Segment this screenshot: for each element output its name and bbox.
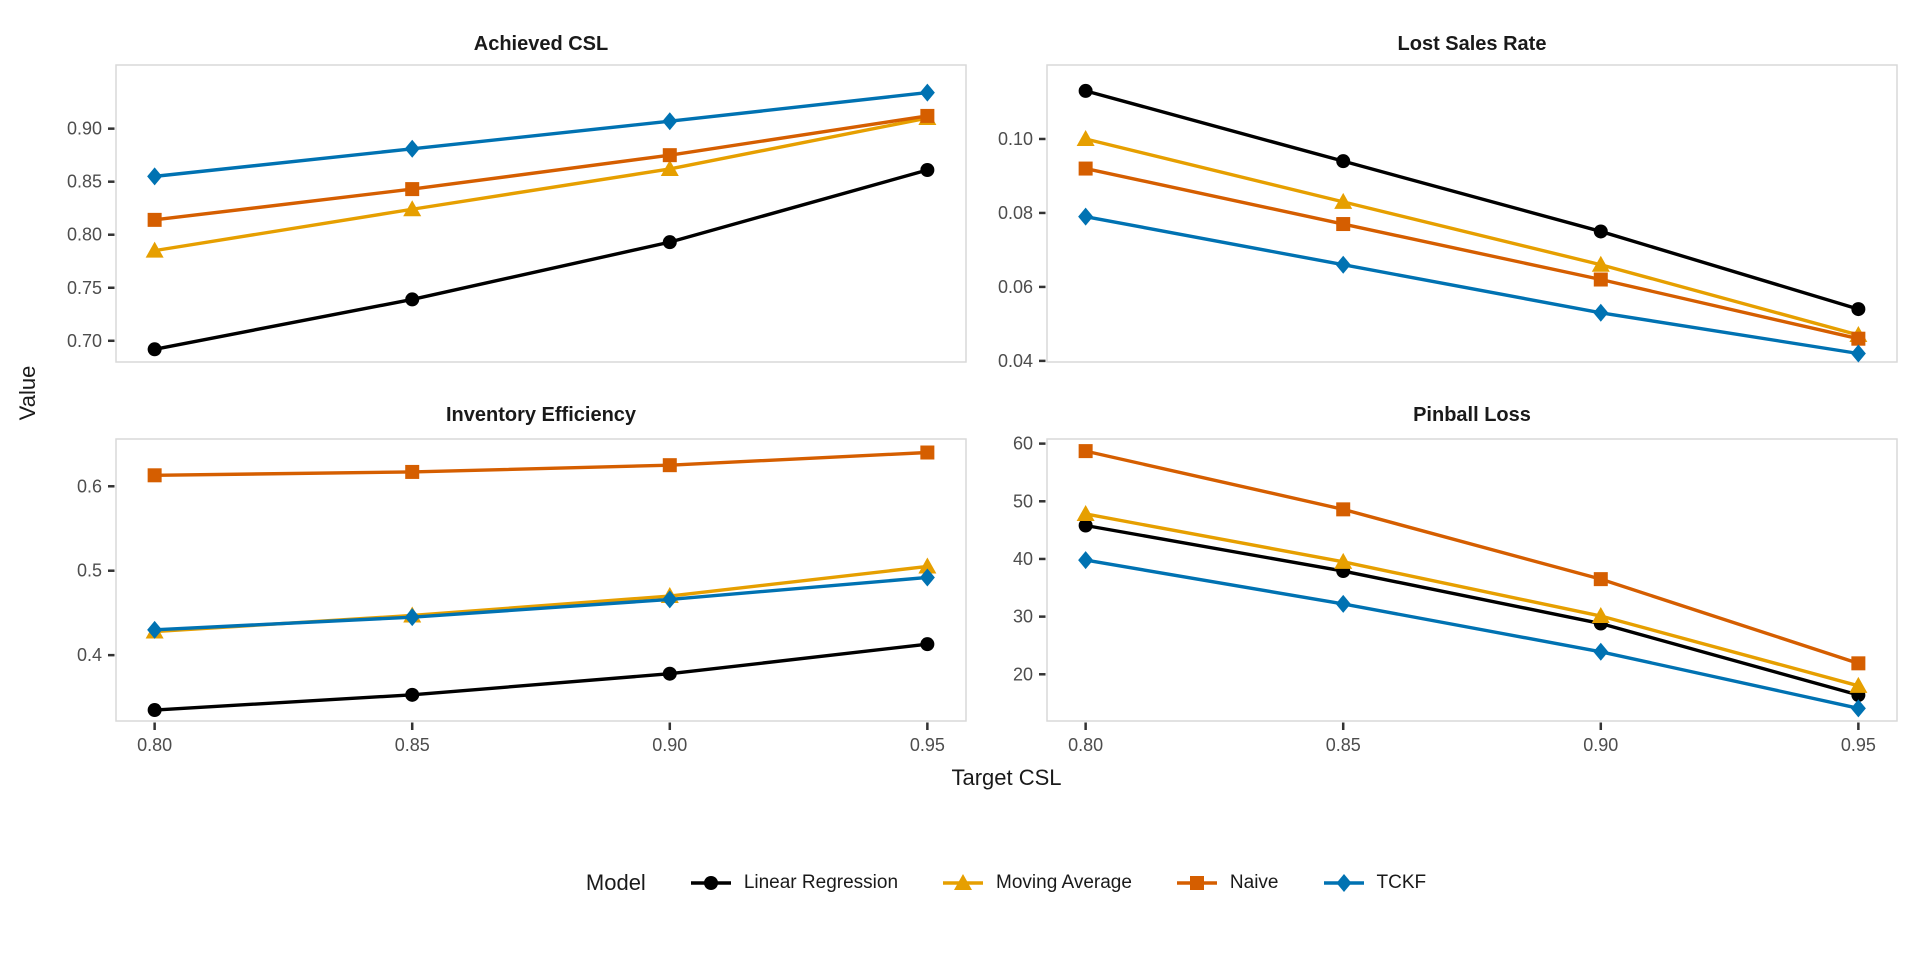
svg-text:0.4: 0.4 <box>77 645 102 665</box>
svg-text:0.90: 0.90 <box>1583 735 1618 755</box>
facet-title-achieved-csl: Achieved CSL <box>473 33 609 55</box>
svg-text:0.80: 0.80 <box>137 735 172 755</box>
legend: Model Linear Regression Moving Average N… <box>96 870 1916 896</box>
svg-text:0.85: 0.85 <box>67 172 102 192</box>
svg-text:30: 30 <box>1013 607 1033 627</box>
svg-text:0.85: 0.85 <box>395 735 430 755</box>
x-axis-label: Target CSL <box>951 765 1062 790</box>
facet-title-lost-sales-rate: Lost Sales Rate <box>1397 33 1547 55</box>
legend-entry-label: Moving Average <box>996 872 1132 893</box>
svg-text:60: 60 <box>1013 434 1033 454</box>
svg-text:0.6: 0.6 <box>77 476 102 496</box>
svg-text:0.80: 0.80 <box>67 225 102 245</box>
svg-text:0.06: 0.06 <box>998 277 1033 297</box>
svg-text:0.08: 0.08 <box>998 203 1033 223</box>
svg-text:0.80: 0.80 <box>1068 735 1103 755</box>
legend-entry-naive: Naive <box>1176 870 1279 896</box>
legend-entry-label: Naive <box>1229 872 1279 893</box>
y-axis-label: Value <box>15 365 40 421</box>
svg-text:0.95: 0.95 <box>910 735 945 755</box>
legend-entry-tckf: TCKF <box>1323 870 1427 896</box>
svg-text:0.04: 0.04 <box>998 351 1033 371</box>
svg-text:50: 50 <box>1013 491 1033 511</box>
legend-entry-label: TCKF <box>1376 872 1427 893</box>
svg-text:0.70: 0.70 <box>67 331 102 351</box>
svg-text:0.90: 0.90 <box>652 735 687 755</box>
svg-text:0.75: 0.75 <box>67 278 102 298</box>
facet-title-inventory-efficiency: Inventory Efficiency <box>445 404 637 426</box>
svg-text:0.95: 0.95 <box>1841 735 1876 755</box>
svg-text:40: 40 <box>1013 549 1033 569</box>
legend-title: Model <box>585 870 646 895</box>
svg-text:20: 20 <box>1013 664 1033 684</box>
svg-text:0.10: 0.10 <box>998 129 1033 149</box>
line-circle-marker-icon <box>690 876 731 890</box>
line-triangle-marker-icon <box>943 874 984 890</box>
line-diamond-marker-icon <box>1323 874 1364 892</box>
legend-entry-label: Linear Regression <box>743 872 899 893</box>
legend-entry-moving-average: Moving Average <box>942 870 1132 896</box>
line-square-marker-icon <box>1176 876 1217 890</box>
svg-text:0.90: 0.90 <box>67 119 102 139</box>
legend-entry-linear-regression: Linear Regression <box>690 870 898 896</box>
facet-title-pinball-loss: Pinball Loss <box>1413 404 1531 426</box>
svg-text:0.5: 0.5 <box>77 561 102 581</box>
svg-text:0.85: 0.85 <box>1326 735 1361 755</box>
